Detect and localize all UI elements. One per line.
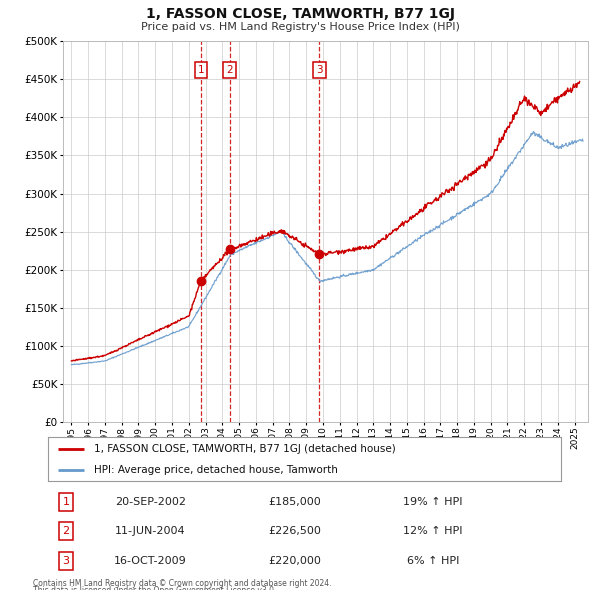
Text: £185,000: £185,000 [268,497,320,507]
Text: Contains HM Land Registry data © Crown copyright and database right 2024.: Contains HM Land Registry data © Crown c… [33,579,331,588]
Text: 16-OCT-2009: 16-OCT-2009 [114,556,187,566]
Text: 3: 3 [62,556,70,566]
Text: 2: 2 [226,65,233,75]
Text: 1: 1 [197,65,204,75]
Text: This data is licensed under the Open Government Licence v3.0.: This data is licensed under the Open Gov… [33,586,277,590]
Text: HPI: Average price, detached house, Tamworth: HPI: Average price, detached house, Tamw… [94,465,338,475]
Text: 11-JUN-2004: 11-JUN-2004 [115,526,186,536]
Text: 3: 3 [316,65,323,75]
Text: 6% ↑ HPI: 6% ↑ HPI [407,556,459,566]
Text: 19% ↑ HPI: 19% ↑ HPI [403,497,463,507]
Text: 1: 1 [62,497,70,507]
Text: 20-SEP-2002: 20-SEP-2002 [115,497,186,507]
Text: £226,500: £226,500 [268,526,320,536]
Text: 12% ↑ HPI: 12% ↑ HPI [403,526,463,536]
Text: 1, FASSON CLOSE, TAMWORTH, B77 1GJ (detached house): 1, FASSON CLOSE, TAMWORTH, B77 1GJ (deta… [94,444,396,454]
Text: 2: 2 [62,526,70,536]
Text: £220,000: £220,000 [268,556,320,566]
Text: 1, FASSON CLOSE, TAMWORTH, B77 1GJ: 1, FASSON CLOSE, TAMWORTH, B77 1GJ [146,7,455,21]
Text: Price paid vs. HM Land Registry's House Price Index (HPI): Price paid vs. HM Land Registry's House … [140,22,460,32]
